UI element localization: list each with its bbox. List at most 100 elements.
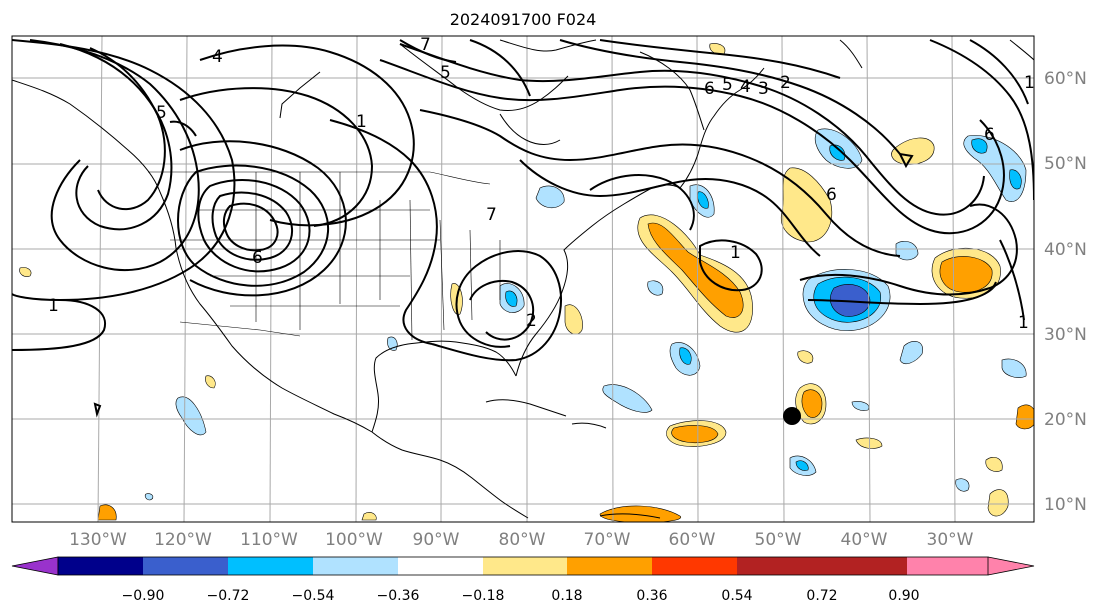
colorbar-segment — [313, 557, 398, 575]
contour-label: 1 — [48, 296, 59, 316]
colorbar-tick-label: −0.18 — [462, 588, 505, 604]
contour-label: 6 — [984, 125, 995, 145]
colorbar-tick-label: 0.54 — [721, 588, 752, 604]
colorbar-tick-labels: −0.90 −0.72 −0.54 −0.36 −0.18 0.18 0.36 … — [122, 588, 920, 604]
contour-labels: 1 4 5 6 7 5 1 6 5 4 3 2 6 7 1 2 6 1 1 — [48, 35, 1035, 333]
negative-anomaly-region — [899, 341, 923, 365]
contour-label: 2 — [780, 73, 791, 93]
contour-label: 4 — [740, 77, 751, 97]
negative-anomaly-region — [1001, 358, 1027, 378]
negative-anomaly-region — [955, 478, 970, 492]
contour-label: 4 — [212, 47, 223, 67]
lon-label: 30°W — [927, 530, 974, 550]
colorbar-segment — [652, 557, 737, 575]
contour-label: 1 — [1018, 313, 1029, 333]
colorbar-tick-label: −0.90 — [122, 588, 165, 604]
positive-anomaly-region — [671, 425, 719, 444]
lon-label: 60°W — [669, 530, 716, 550]
negative-anomaly-region — [505, 290, 518, 307]
positive-anomaly-region — [205, 375, 216, 389]
contour-label: 1 — [730, 243, 741, 263]
map-frame — [11, 35, 1035, 523]
negative-anomaly-region — [1009, 169, 1022, 190]
positive-anomaly-region — [780, 167, 832, 243]
colorbar-tick-label: −0.72 — [207, 588, 250, 604]
positive-anomaly-region — [19, 267, 32, 277]
negative-anomaly-region — [679, 347, 692, 365]
negative-anomaly-region — [144, 493, 154, 501]
lon-label: 80°W — [499, 530, 546, 550]
positive-anomaly-region — [599, 505, 681, 522]
contour-label: 5 — [156, 103, 167, 123]
map-area: 1 4 5 6 7 5 1 6 5 4 3 2 6 7 1 2 6 1 1 — [12, 35, 1035, 522]
colorbar-tick-label: 0.90 — [888, 588, 919, 604]
colorbar-tick-label: 0.72 — [806, 588, 837, 604]
positive-anomaly-region — [939, 256, 993, 293]
positive-anomaly-region — [985, 457, 1003, 472]
colorbar-extend-low — [11, 556, 59, 576]
lat-label: 20°N — [1044, 410, 1087, 430]
positive-anomaly-region — [801, 389, 823, 418]
positive-anomaly-region — [97, 504, 117, 521]
contour-label: 7 — [420, 35, 431, 55]
contour-lines — [12, 39, 1034, 418]
contour-label: 7 — [486, 205, 497, 225]
contour-label: 5 — [440, 63, 451, 83]
contour-label: 6 — [826, 185, 837, 205]
latitude-labels: 60°N 50°N 40°N 30°N 20°N 10°N — [1044, 69, 1087, 515]
positive-anomaly-region — [1015, 404, 1034, 430]
negative-anomaly-region — [895, 241, 919, 261]
colorbar-tick-label: −0.54 — [292, 588, 335, 604]
positive-anomaly-region — [647, 222, 744, 318]
colorbar-segment — [58, 557, 143, 575]
negative-anomaly-region — [795, 460, 809, 471]
negative-anomaly-region — [175, 396, 207, 436]
colorbar-segment — [822, 557, 907, 575]
lat-label: 60°N — [1044, 69, 1087, 89]
contour-label: 3 — [758, 79, 769, 99]
contour-label: 6 — [252, 248, 263, 268]
contour-label: 2 — [526, 311, 537, 331]
colorbar-tick-label: 0.18 — [551, 588, 582, 604]
colorbar — [11, 556, 1035, 576]
colorbar-segment — [567, 557, 652, 575]
colorbar-segment — [483, 557, 567, 575]
positive-anomaly-region — [361, 512, 377, 521]
positive-anomaly-region — [797, 350, 814, 364]
lon-label: 100°W — [325, 530, 383, 550]
colorbar-segment — [143, 557, 228, 575]
anomaly-shading — [19, 43, 1034, 522]
lon-label: 90°W — [413, 530, 460, 550]
negative-anomaly-region — [971, 138, 988, 154]
contour-label: 5 — [722, 75, 733, 95]
colorbar-tick-label: −0.36 — [377, 588, 420, 604]
negative-anomaly-region — [647, 280, 664, 296]
lon-label: 50°W — [755, 530, 802, 550]
positive-anomaly-region — [564, 304, 583, 335]
contour-label: 1 — [356, 112, 367, 132]
colorbar-segment — [228, 557, 313, 575]
negative-anomaly-region — [697, 191, 709, 209]
positive-anomaly-region — [987, 489, 1009, 517]
state-borders — [148, 171, 501, 341]
lat-label: 10°N — [1044, 495, 1087, 515]
colorbar-tick-label: 0.36 — [636, 588, 667, 604]
negative-anomaly-region — [851, 401, 870, 411]
longitude-labels: 130°W 120°W 110°W 100°W 90°W 80°W 70°W 6… — [69, 530, 974, 550]
positive-anomaly-region — [855, 437, 883, 449]
lat-label: 30°N — [1044, 325, 1087, 345]
negative-anomaly-region — [829, 144, 846, 161]
map-title: 2024091700 F024 — [450, 10, 597, 29]
negative-anomaly-region — [535, 185, 565, 209]
lat-label: 50°N — [1044, 154, 1087, 174]
contour-label: 1 — [1024, 73, 1035, 93]
lon-label: 110°W — [240, 530, 298, 550]
colorbar-segment — [398, 557, 483, 575]
lon-label: 70°W — [584, 530, 631, 550]
negative-anomaly-region — [602, 384, 653, 413]
colorbar-segment — [737, 557, 822, 575]
lon-label: 130°W — [69, 530, 127, 550]
storm-center-marker — [783, 407, 801, 425]
lon-label: 40°W — [841, 530, 888, 550]
